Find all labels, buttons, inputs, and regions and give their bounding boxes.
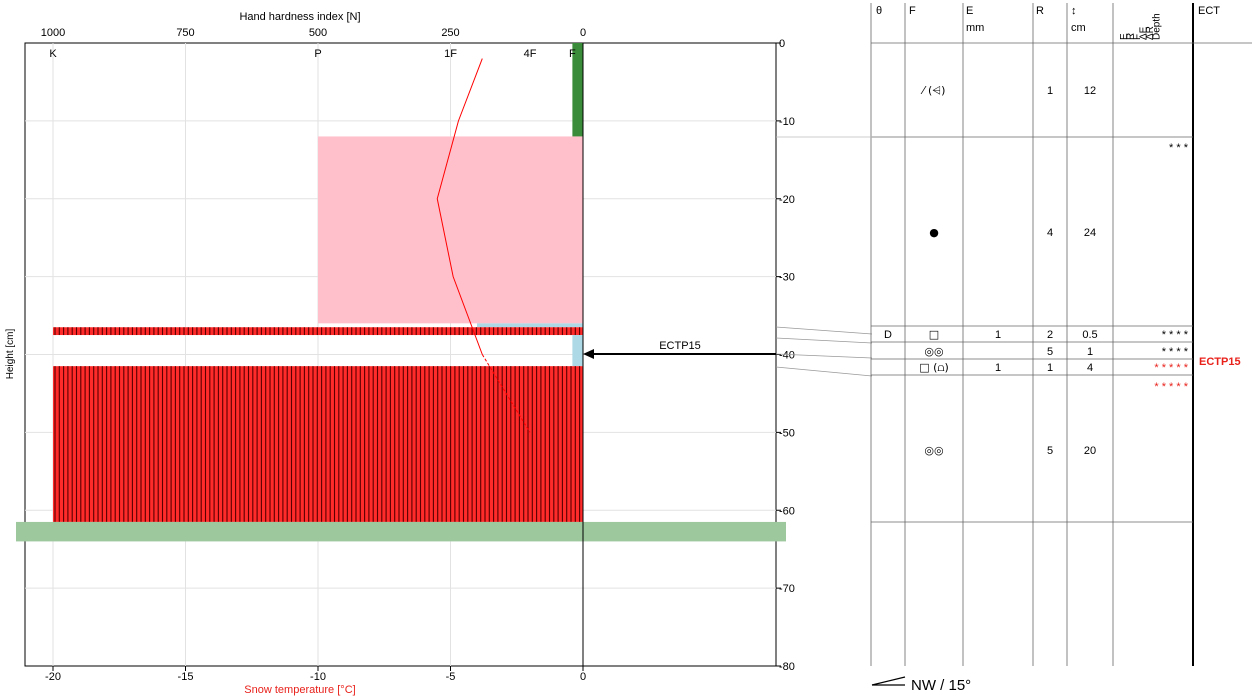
right-axis-ticks: 0 -10 -20 -30 -40 -50 -60 -70 -80: [776, 38, 795, 673]
hand-hardness-labels: K P 1F 4F F: [49, 48, 576, 60]
table-rows: ⁄ (⩤) 1 12● 4 24* * *D □ 1 2 0.5 * * * *◎◎ 5 1 * * *…: [884, 84, 1189, 457]
cell-stars: * * *: [1169, 142, 1189, 154]
table-grid: [776, 3, 1252, 666]
top-tick-label: 250: [441, 27, 459, 39]
temperature-profile-extension: [481, 354, 531, 433]
cell-thickness: 20: [1084, 445, 1096, 457]
right-tick-label: -50: [779, 427, 795, 439]
ground-band: [16, 521, 786, 542]
cell-grain: ⁄ (⩤): [920, 84, 946, 97]
cell-thickness: 0.5: [1082, 329, 1097, 341]
top-tick-label: 1000: [41, 27, 65, 39]
bottom-axis-ticks: -20 -15 -10 -5 0: [45, 666, 586, 683]
snow-layers: [16, 43, 786, 542]
right-tick-label: -80: [779, 661, 795, 673]
bottom-tick-label: -10: [310, 671, 326, 683]
table-row: ◎◎ 5 20 * * * * *: [924, 381, 1188, 457]
cell-thickness: 1: [1087, 346, 1093, 358]
aspect-indicator: NW / 15°: [871, 676, 971, 694]
cell-e: 1: [995, 329, 1001, 341]
right-tick-label: -20: [779, 194, 795, 206]
right-tick-label: -60: [779, 505, 795, 517]
hand-hardness-label: 1F: [444, 48, 457, 60]
col-ect-header: ECT: [1198, 5, 1220, 17]
aspect-text: NW / 15°: [911, 677, 971, 694]
cell-thickness: 24: [1084, 227, 1096, 239]
snow-layer: [572, 335, 583, 367]
cell-thickness: 4: [1087, 362, 1093, 374]
col-f-header: F: [909, 5, 916, 17]
cell-stars: * * * *: [1162, 346, 1189, 358]
bottom-tick-label: -5: [446, 671, 456, 683]
cell-r: 2: [1047, 329, 1053, 341]
col-e-unit: mm: [966, 22, 984, 34]
table-row: □ (⩍) 1 1 4 * * * * *: [919, 361, 1189, 374]
hand-hardness-label: F: [569, 48, 576, 60]
rotated-header: R: [1126, 33, 1137, 40]
rotated-header: F: [1132, 34, 1143, 40]
ect-arrow: [583, 349, 776, 359]
snow-layer: [572, 43, 583, 137]
rotated-header: ΔE: [1139, 26, 1150, 40]
top-tick-label: 750: [176, 27, 194, 39]
cell-r: 5: [1047, 346, 1053, 358]
cell-stars: * * * * *: [1154, 381, 1188, 393]
table-row: D □ 1 2 0.5 * * * *: [884, 328, 1189, 341]
bottom-tick-label: -20: [45, 671, 61, 683]
cell-grain: ◎◎: [924, 345, 943, 358]
table-row: ● 4 24 * * *: [929, 142, 1189, 239]
snow-layer: [477, 323, 583, 328]
cell-r: 4: [1047, 227, 1053, 239]
rotated-header: E: [1119, 33, 1130, 40]
col-theta-header: θ: [876, 5, 882, 17]
hand-hardness-label: K: [49, 48, 57, 60]
rotated-header: Depth: [1152, 13, 1163, 40]
col-e-header: E: [966, 5, 973, 17]
right-tick-label: -10: [779, 116, 795, 128]
right-tick-label: -30: [779, 272, 795, 284]
right-tick-label: -40: [779, 350, 795, 362]
cell-stars: * * * * *: [1154, 362, 1188, 374]
bottom-axis-title: Snow temperature [°C]: [244, 684, 355, 696]
bottom-tick-label: -15: [178, 671, 194, 683]
temperature-profile-line: [436, 58, 483, 355]
cell-theta: D: [884, 329, 892, 341]
hand-hardness-label: 4F: [524, 48, 537, 60]
table-row: ◎◎ 5 1 * * * *: [924, 345, 1188, 358]
layer-connectors: [775, 326, 873, 377]
ect-result: ECTP15: [1199, 356, 1241, 368]
cell-grain: ◎◎: [924, 444, 943, 457]
col-thickness-header: ↕: [1071, 5, 1077, 17]
col-r-header: R: [1036, 5, 1044, 17]
col-thickness-unit: cm: [1071, 22, 1086, 34]
cell-grain: □ (⩍): [919, 361, 949, 374]
cell-grain: □: [929, 328, 939, 341]
top-tick-label: 0: [580, 27, 586, 39]
cell-r: 1: [1047, 85, 1053, 97]
top-axis-ticks: 1000 750 500 250 0: [41, 27, 586, 39]
cell-grain: ●: [929, 226, 939, 239]
cell-r: 5: [1047, 445, 1053, 457]
table-row: ⁄ (⩤) 1 12: [920, 84, 1096, 97]
left-axis-label: Height [cm]: [5, 328, 16, 379]
snow-layer: [53, 327, 583, 336]
hand-hardness-label: P: [314, 48, 321, 60]
bottom-tick-label: 0: [580, 671, 586, 683]
cell-thickness: 12: [1084, 85, 1096, 97]
right-tick-label: 0: [779, 38, 785, 50]
rotated-header: ΔR: [1145, 26, 1156, 40]
top-tick-label: 500: [309, 27, 327, 39]
ect-arrow-label: ECTP15: [659, 340, 701, 352]
cell-r: 1: [1047, 362, 1053, 374]
cell-stars: * * * *: [1162, 329, 1189, 341]
cell-e: 1: [995, 362, 1001, 374]
right-tick-label: -70: [779, 583, 795, 595]
snow-layer: [318, 136, 583, 324]
top-axis-title: Hand hardness index [N]: [239, 11, 360, 23]
